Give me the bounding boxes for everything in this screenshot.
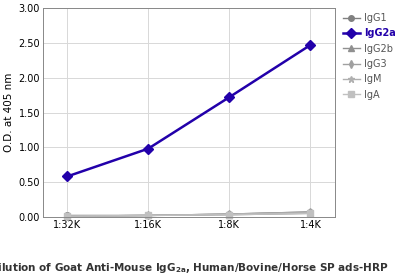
- IgG1: [227, 212, 232, 216]
- Y-axis label: O.D. at 405 nm: O.D. at 405 nm: [4, 73, 14, 152]
- Text: Dilution of Goat Anti-Mouse IgG$_{\mathregular{2a}}$, Human/Bovine/Horse SP ads-: Dilution of Goat Anti-Mouse IgG$_{\mathr…: [0, 261, 388, 275]
- IgG3: [65, 214, 70, 218]
- Legend: IgG1, IgG2a, IgG2b, IgG3, IgM, IgA: IgG1, IgG2a, IgG2b, IgG3, IgM, IgA: [342, 13, 396, 100]
- IgG1: [65, 214, 70, 217]
- Line: IgM: IgM: [64, 209, 314, 220]
- IgG2a: [308, 43, 313, 47]
- Line: IgG2b: IgG2b: [64, 210, 313, 219]
- IgG2a: [65, 175, 70, 178]
- Line: IgA: IgA: [64, 210, 313, 219]
- IgG3: [146, 214, 150, 217]
- IgG2a: [227, 96, 232, 99]
- IgG2b: [65, 214, 70, 218]
- IgM: [146, 214, 150, 217]
- Line: IgG2a: IgG2a: [64, 41, 314, 180]
- IgG2b: [308, 212, 313, 215]
- IgA: [308, 212, 313, 215]
- Line: IgG1: IgG1: [64, 209, 313, 218]
- IgG2b: [227, 213, 232, 216]
- IgG1: [308, 210, 313, 214]
- IgG2b: [146, 214, 150, 217]
- IgG1: [146, 214, 150, 217]
- IgG3: [227, 212, 232, 216]
- IgG3: [308, 210, 313, 214]
- IgA: [227, 213, 232, 216]
- Line: IgG3: IgG3: [64, 209, 313, 219]
- IgA: [146, 214, 150, 217]
- IgM: [65, 214, 70, 218]
- IgM: [227, 212, 232, 216]
- IgM: [308, 211, 313, 214]
- IgA: [65, 214, 70, 218]
- IgG2a: [146, 147, 150, 150]
